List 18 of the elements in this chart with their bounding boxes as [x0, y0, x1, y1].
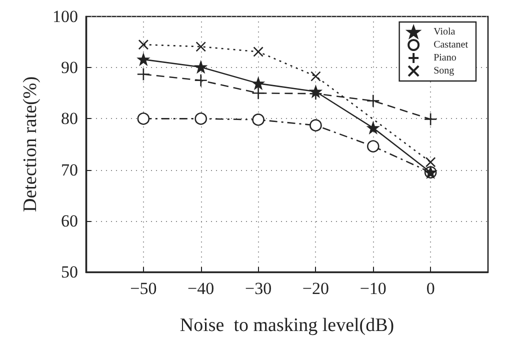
y-tick-label: 50 [61, 262, 78, 282]
legend-label: Song [434, 66, 454, 76]
legend-label: Viola [434, 26, 456, 38]
legend-label: Piano [434, 52, 456, 64]
x-axis-title: Noise to masking level(dB) [180, 315, 394, 336]
legend-label: Castanet [434, 40, 468, 50]
y-tick-label: 70 [61, 160, 78, 180]
y-axis-title: Detection rate(%) [20, 76, 41, 212]
x-tick-label: −10 [360, 279, 386, 298]
x-tick-label: −30 [244, 279, 272, 298]
x-tick-label: −20 [302, 279, 330, 298]
y-tick-label: 80 [61, 109, 78, 128]
x-tick-label: −40 [188, 279, 214, 298]
y-tick-label: 90 [61, 58, 78, 78]
y-tick-label: 100 [52, 7, 78, 26]
x-tick-label: −50 [130, 279, 157, 298]
y-tick-label: 60 [61, 211, 78, 230]
x-tick-label: 0 [426, 279, 435, 298]
